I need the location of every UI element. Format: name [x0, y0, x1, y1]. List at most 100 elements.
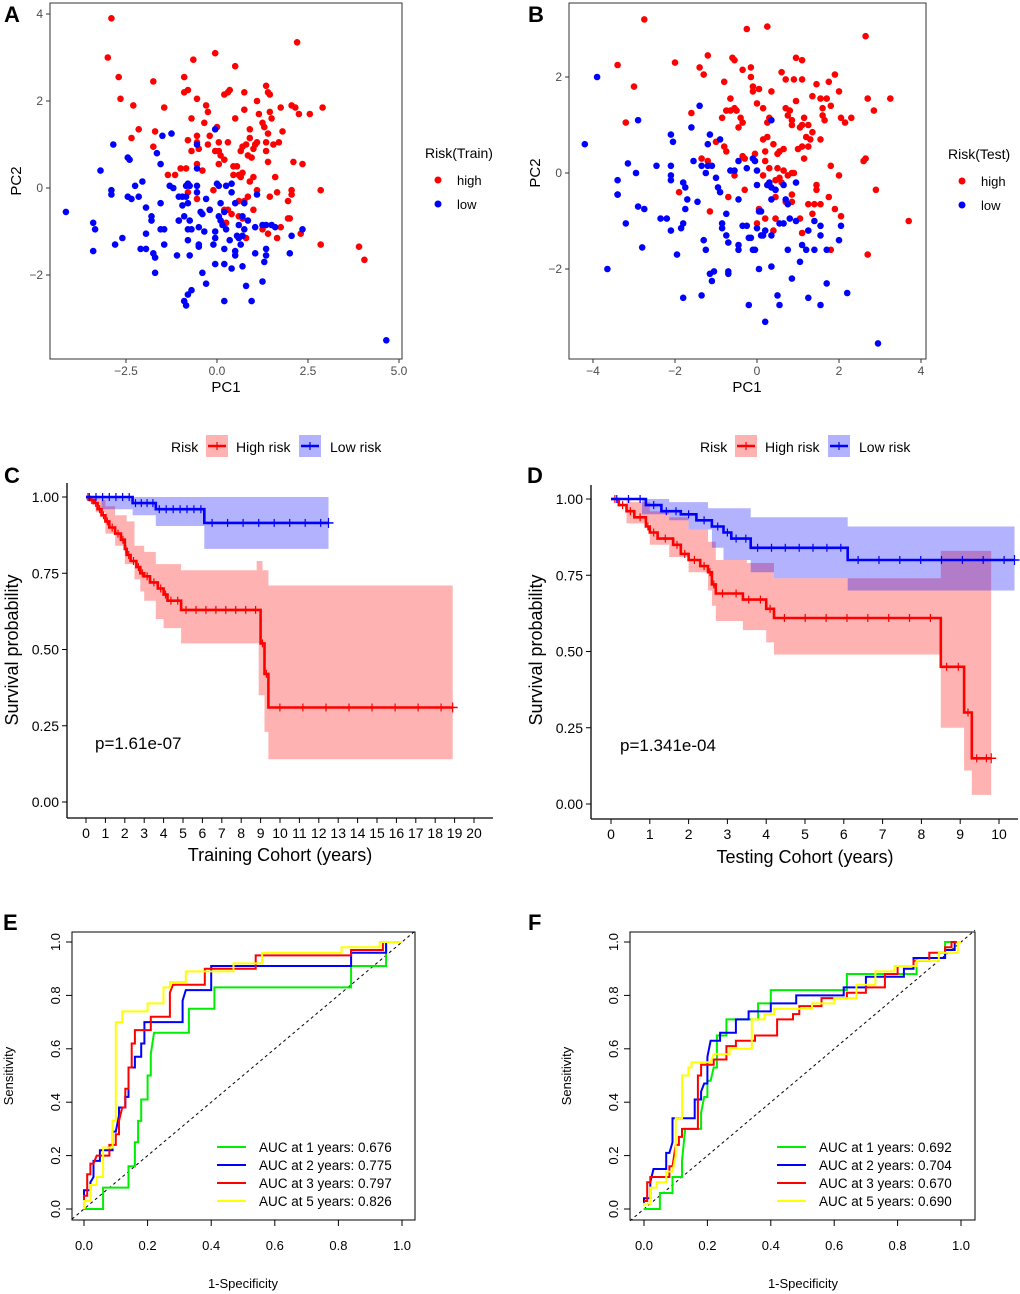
scatter-point-high [206, 132, 213, 140]
scatter-point-high [188, 115, 195, 122]
scatter-point-low [135, 193, 142, 200]
x-axis-ticks: 0 1 2 3 4 5 6 7 8 9 10 11 12 13 14 15 16 17 18 19 20 [82, 818, 482, 841]
scatter-point-low [195, 223, 203, 231]
scatter-point-low [823, 246, 830, 254]
scatter-point-high [759, 172, 767, 179]
scatter-point-low [184, 199, 192, 207]
scatter-point-low [784, 246, 792, 254]
scatter-point-high [805, 121, 812, 129]
scatter-point-low [780, 181, 787, 189]
scatter-point-high [862, 155, 869, 162]
scatter-point-low [667, 172, 675, 179]
x-tick-label: −2 [668, 364, 682, 378]
scatter-point-low [168, 130, 175, 137]
y-axis-title: Sensitivity [1, 1046, 16, 1105]
scatter-point-low [725, 268, 732, 275]
x-tick-label: 3 [140, 825, 148, 841]
x-tick-label: 2.5 [300, 364, 317, 378]
scatter-point-high [792, 54, 800, 62]
x-axis-ticks: −4 −2 0 2 4 [586, 359, 925, 378]
scatter-point-low [186, 182, 193, 190]
roc-curve-auc1 [84, 941, 402, 1210]
survival-curve-low-risk [86, 495, 329, 525]
x-tick-label: 16 [389, 825, 405, 841]
y-tick-label: 0 [36, 181, 43, 195]
scatter-point-low [111, 241, 119, 248]
scatter-point-low [667, 131, 675, 138]
scatter-point-low [157, 199, 164, 207]
scatter-point-high [204, 141, 212, 148]
scatter-point-low [667, 227, 675, 234]
scatter-point-low [792, 217, 800, 225]
scatter-point-high [809, 128, 816, 136]
scatter-point-low [186, 217, 193, 224]
scatter-point-high [761, 215, 769, 222]
legend-label: AUC at 2 years: 0.775 [259, 1158, 392, 1173]
scatter-point-high [704, 52, 712, 59]
p-value-annotation: p=1.61e-07 [95, 734, 182, 753]
legend-title: Risk(Test) [948, 146, 1010, 162]
scatter-point-low [874, 340, 882, 347]
panel-label-a: A [4, 2, 20, 27]
scatter-point-high [202, 102, 210, 109]
x-axis-title: PC1 [732, 379, 761, 396]
scatter-point-low [262, 221, 270, 229]
scatter-point-low [202, 280, 210, 288]
scatter-point-high [766, 164, 773, 172]
scatter-point-high [862, 32, 869, 40]
scatter-point-high [199, 167, 206, 174]
scatter-point-low [682, 205, 689, 213]
scatter-point-low [698, 162, 705, 170]
y-axis-title: Sensitivity [559, 1046, 574, 1105]
scatter-point-high [864, 95, 871, 102]
scatter-point-low [160, 226, 168, 233]
scatter-point-high [698, 155, 705, 162]
scatter-point-high [700, 71, 707, 78]
legend: Risk(Test) high low [948, 146, 1010, 213]
scatter-point-low [231, 199, 239, 207]
y-tick-label: 0.75 [32, 565, 59, 581]
roc-curve-auc3 [83, 941, 402, 1201]
scatter-point-low [248, 297, 255, 305]
scatter-point-low [811, 217, 818, 225]
y-tick-label: 1.00 [32, 489, 59, 505]
scatter-point-low [696, 102, 703, 110]
scatter-point-low [211, 126, 219, 133]
x-tick-label: 2 [685, 826, 693, 842]
y-tick-label: 0.2 [48, 1147, 63, 1165]
scatter-point-high [293, 39, 301, 46]
scatter-point-low [723, 210, 730, 218]
scatter-point-low [702, 246, 710, 254]
panel-label-f: F [528, 910, 541, 935]
legend-marker-low [434, 200, 442, 208]
scatter-point-high [241, 89, 248, 96]
y-axis-ticks: −2 0 2 4 [29, 7, 50, 282]
scatter-point-high [753, 220, 761, 227]
roc-curves [71, 930, 416, 1220]
y-tick-label: −2 [548, 262, 562, 276]
scatter-point-low [137, 245, 144, 253]
x-tick-label: 9 [956, 826, 964, 842]
scatter-point-low [761, 318, 769, 326]
scatter-point-high [809, 210, 816, 218]
scatter-point-high [706, 208, 714, 215]
scatter-point-low [798, 241, 806, 249]
scatter-point-low [761, 227, 769, 234]
scatter-point-high [237, 173, 244, 181]
scatter-point-low [239, 213, 246, 220]
scatter-point-high [160, 104, 168, 111]
scatter-point-low [210, 241, 217, 248]
scatter-point-high [792, 97, 800, 105]
x-axis-ticks: 0.0 0.2 0.4 0.6 0.8 1.0 [75, 1219, 411, 1253]
y-tick-label: 0.50 [32, 642, 59, 658]
scatter-point-high [825, 193, 833, 201]
scatter-point-low [747, 234, 755, 242]
scatter-point-high [230, 171, 237, 179]
y-axis-title: PC2 [8, 166, 25, 195]
scatter-point-high [825, 78, 833, 86]
scatter-point-low [193, 141, 201, 148]
scatter-point-high [268, 115, 275, 122]
x-tick-label: 15 [369, 825, 385, 841]
x-axis-title: Training Cohort (years) [188, 845, 372, 865]
x-axis-ticks: 0.0 0.2 0.4 0.6 0.8 1.0 [635, 1219, 970, 1253]
